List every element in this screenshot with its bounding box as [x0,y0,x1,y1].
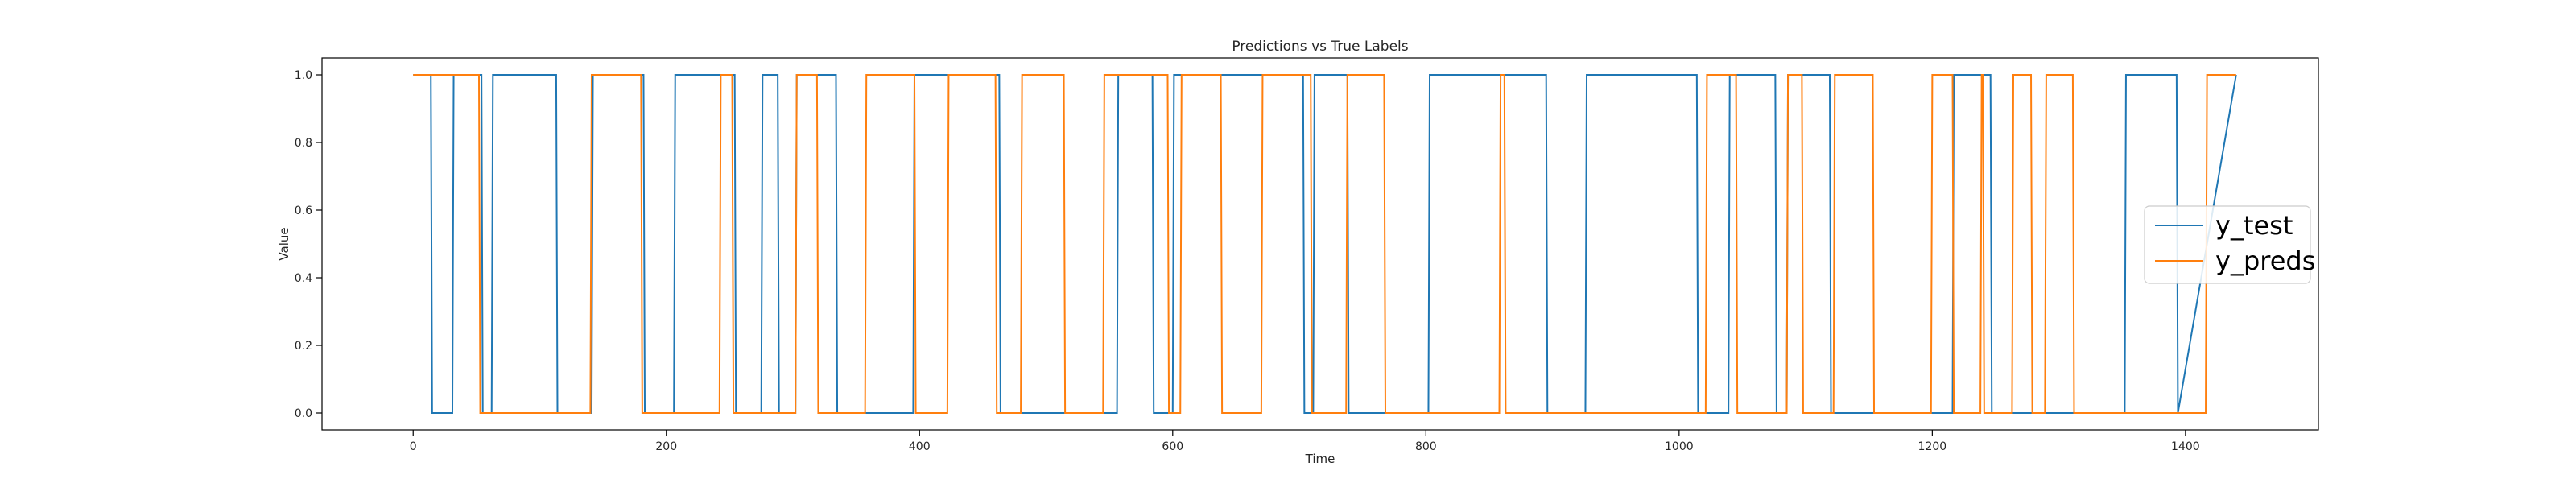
legend: y_test y_preds [2144,205,2315,284]
y-axis-ticks: 0.0 0.2 0.4 0.6 0.8 1.0 [295,69,322,420]
x-axis-label: Time [1305,452,1335,466]
x-tick-label: 0 [410,440,417,453]
x-tick-label: 800 [1415,440,1437,453]
y-tick-label: 0.4 [295,272,312,285]
y-tick-label: 1.0 [295,69,312,82]
x-tick-label: 1400 [2171,440,2200,453]
plot-series [413,74,2237,414]
axes-frame [321,57,2319,431]
legend-label-y-test: y_test [2215,210,2293,241]
chart-title: Predictions vs True Labels [1232,39,1408,55]
y-axis-label: Value [277,227,291,260]
x-axis-ticks: 0 200 400 600 800 1000 1200 1400 [410,430,2200,453]
legend-label-y-preds: y_preds [2215,246,2315,276]
x-tick-label: 600 [1162,440,1183,453]
series-line-y-preds [413,74,2236,414]
x-tick-label: 200 [655,440,677,453]
x-tick-label: 1200 [1918,440,1947,453]
y-tick-label: 0.0 [295,407,312,420]
y-tick-label: 0.6 [295,204,312,217]
y-tick-label: 0.2 [295,340,312,353]
x-tick-label: 400 [909,440,931,453]
x-tick-label: 1000 [1665,440,1694,453]
y-tick-label: 0.8 [295,137,312,150]
